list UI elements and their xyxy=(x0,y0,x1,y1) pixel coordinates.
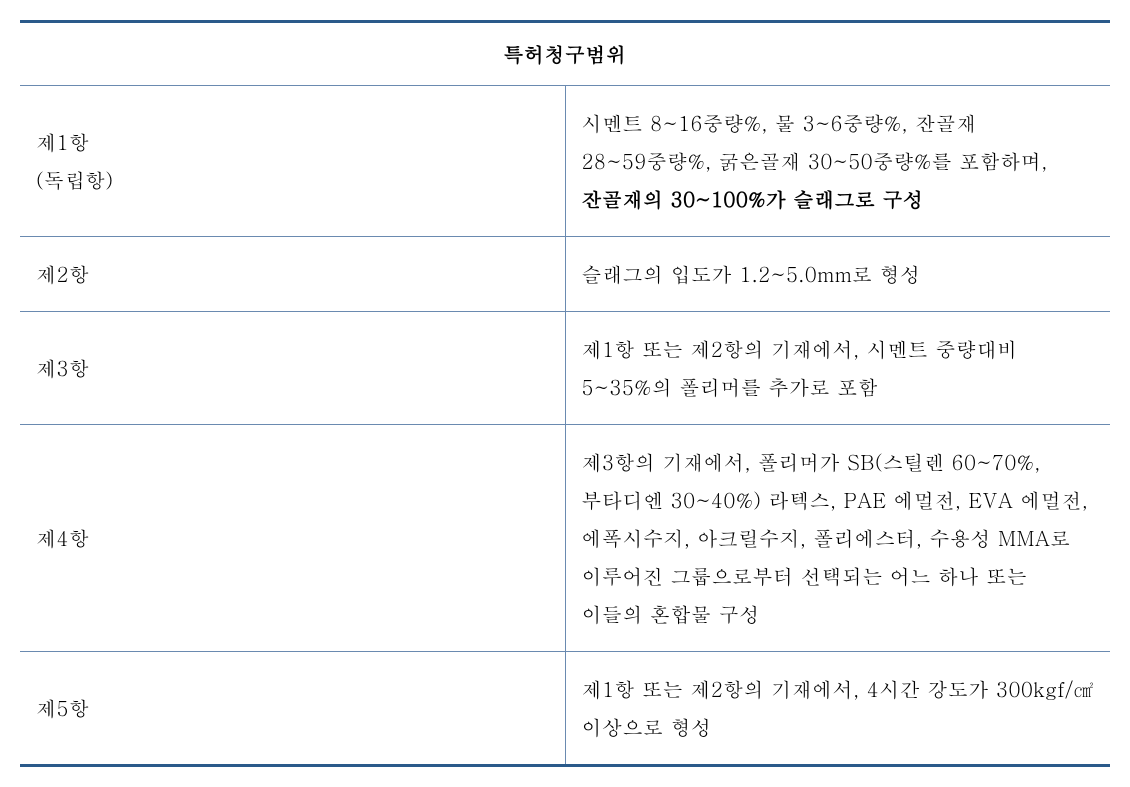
row-label-sub: (독립항) xyxy=(36,165,114,194)
table-row: 제1항 (독립항) 시멘트 8~16중량%, 물 3~6중량%, 잔골재 28~… xyxy=(20,86,1110,237)
row-content-plain: 슬래그의 입도가 1.2~5.0mm로 형성 xyxy=(582,259,921,288)
row-label: 제5항 xyxy=(20,652,565,766)
row-label: 제3항 xyxy=(20,312,565,425)
row-content-bold: 잔골재의 30~100%가 슬래그로 구성 xyxy=(582,184,924,213)
row-label-text: 제1항 xyxy=(36,127,89,156)
row-content: 슬래그의 입도가 1.2~5.0mm로 형성 xyxy=(565,237,1110,312)
table-row: 제2항 슬래그의 입도가 1.2~5.0mm로 형성 xyxy=(20,237,1110,312)
claims-table: 특허청구범위 제1항 (독립항) 시멘트 8~16중량%, 물 3~6중량%, … xyxy=(20,20,1110,767)
row-label-text: 제2항 xyxy=(36,259,89,288)
row-content-plain: 제1항 또는 제2항의 기재에서, 4시간 강도가 300kgf/㎠ 이상으로 … xyxy=(582,674,1094,741)
row-content: 제3항의 기재에서, 폴리머가 SB(스틸렌 60~70%, 부타디엔 30~4… xyxy=(565,425,1110,652)
row-label: 제2항 xyxy=(20,237,565,312)
row-label: 제1항 (독립항) xyxy=(20,86,565,237)
row-content: 제1항 또는 제2항의 기재에서, 시멘트 중량대비 5~35%의 폴리머를 추… xyxy=(565,312,1110,425)
table-row: 제4항 제3항의 기재에서, 폴리머가 SB(스틸렌 60~70%, 부타디엔 … xyxy=(20,425,1110,652)
table-row: 제5항 제1항 또는 제2항의 기재에서, 4시간 강도가 300kgf/㎠ 이… xyxy=(20,652,1110,766)
row-content-plain: 시멘트 8~16중량%, 물 3~6중량%, 잔골재 28~59중량%, 굵은골… xyxy=(582,108,1048,175)
row-content-plain: 제3항의 기재에서, 폴리머가 SB(스틸렌 60~70%, 부타디엔 30~4… xyxy=(582,447,1089,628)
row-label-text: 제3항 xyxy=(36,353,89,382)
row-content: 제1항 또는 제2항의 기재에서, 4시간 강도가 300kgf/㎠ 이상으로 … xyxy=(565,652,1110,766)
row-label-text: 제5항 xyxy=(36,693,89,722)
table-header: 특허청구범위 xyxy=(20,22,1110,86)
row-content-plain: 제1항 또는 제2항의 기재에서, 시멘트 중량대비 5~35%의 폴리머를 추… xyxy=(582,334,1018,401)
row-content: 시멘트 8~16중량%, 물 3~6중량%, 잔골재 28~59중량%, 굵은골… xyxy=(565,86,1110,237)
row-label: 제4항 xyxy=(20,425,565,652)
table-row: 제3항 제1항 또는 제2항의 기재에서, 시멘트 중량대비 5~35%의 폴리… xyxy=(20,312,1110,425)
table-header-row: 특허청구범위 xyxy=(20,22,1110,86)
row-label-text: 제4항 xyxy=(36,523,89,552)
